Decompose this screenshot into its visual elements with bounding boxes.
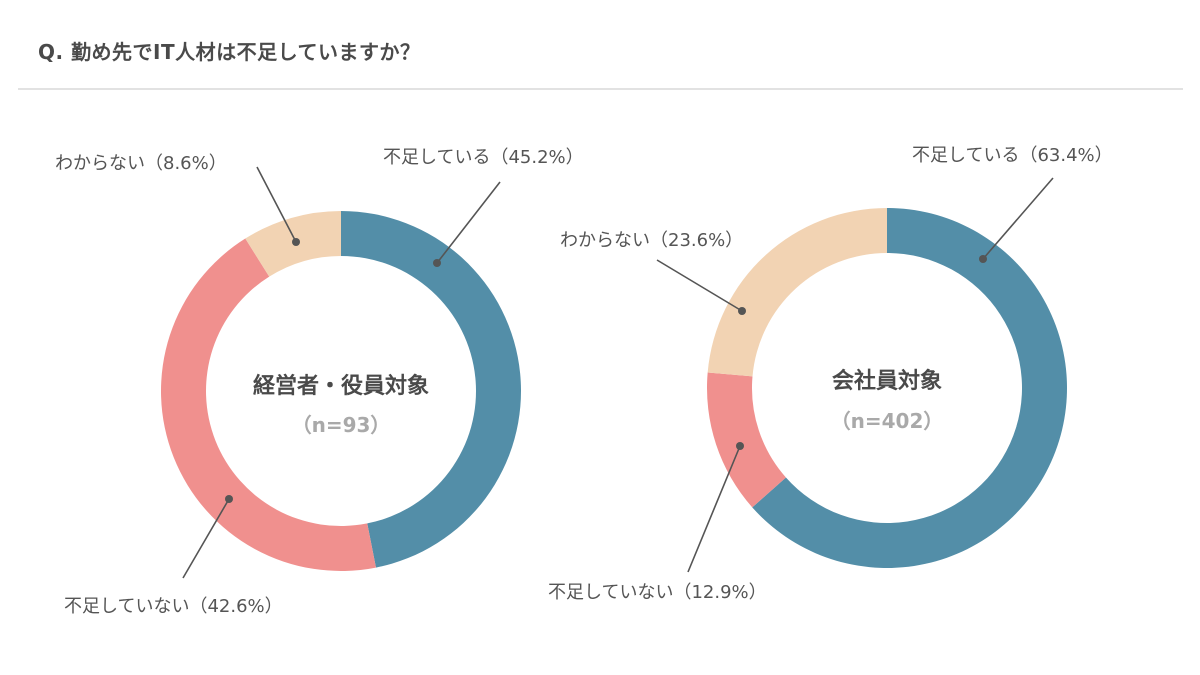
chart2-slice-unknown (707, 208, 887, 377)
donut-chart-executives: 不足している（45.2%） 不足していない（42.6%） わからない（8.6%）… (55, 147, 584, 617)
chart1-leader-shortage (436, 181, 501, 264)
chart1-leader-dot-no-shortage (225, 495, 233, 503)
chart1-leader-no-shortage (182, 498, 230, 579)
chart1-leader-unknown (256, 166, 297, 243)
chart2-center-title: 会社員対象 (832, 368, 942, 394)
chart1-slice-no-shortage (161, 238, 376, 571)
chart1-label-unknown: わからない（8.6%） (55, 153, 227, 174)
chart2-label-unknown: わからない（23.6%） (560, 230, 743, 251)
chart1-center-title: 経営者・役員対象 (253, 373, 429, 399)
chart2-leader-shortage (982, 177, 1054, 260)
chart2-leader-no-shortage (687, 445, 741, 573)
donut-chart-employees: 不足している（63.4%） 不足していない（12.9%） わからない（23.6%… (548, 145, 1113, 603)
chart2-leader-unknown (656, 259, 743, 312)
title-divider (18, 88, 1183, 90)
chart1-label-no-shortage: 不足していない（42.6%） (64, 596, 283, 617)
chart2-center-n: （n=402） (831, 409, 944, 433)
chart2-slice-shortage (752, 208, 1067, 568)
chart1-center-n: （n=93） (292, 413, 391, 437)
chart-question-title: Q. 勤め先でIT人材は不足していますか？ (38, 40, 421, 64)
chart2-label-no-shortage: 不足していない（12.9%） (548, 582, 767, 603)
chart2-leader-dot-shortage (979, 255, 987, 263)
chart2-leader-dot-no-shortage (736, 442, 744, 450)
chart1-leader-dot-unknown (292, 238, 300, 246)
chart1-label-shortage: 不足している（45.2%） (383, 147, 584, 168)
chart2-slice-no-shortage (707, 372, 786, 508)
chart2-leader-dot-unknown (738, 307, 746, 315)
chart2-label-shortage: 不足している（63.4%） (912, 145, 1113, 166)
chart1-slice-shortage (341, 211, 521, 568)
chart1-leader-dot-shortage (433, 259, 441, 267)
